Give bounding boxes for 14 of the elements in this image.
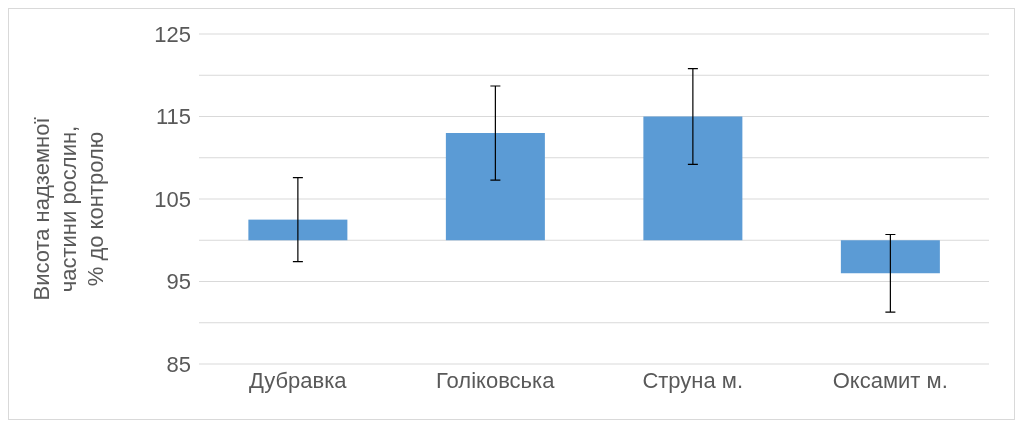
bar: [840, 240, 940, 274]
x-tick-label: Голіковська: [436, 367, 556, 393]
bar: [248, 219, 348, 241]
bar: [643, 116, 743, 241]
y-tick-label: 115: [155, 104, 191, 130]
x-tick-label: Струна м.: [642, 367, 744, 393]
y-tick-label: 85: [166, 351, 191, 377]
y-tick-label: 125: [154, 21, 191, 47]
x-tick-label: Оксамит м.: [832, 367, 948, 393]
y-tick-label: 105: [154, 186, 191, 212]
bar: [445, 133, 545, 241]
y-axis-title: Висота надземної частини рослин, % до контролю: [29, 117, 108, 301]
y-tick-label: 95: [166, 269, 191, 295]
x-tick-label: Дубравка: [248, 367, 348, 393]
